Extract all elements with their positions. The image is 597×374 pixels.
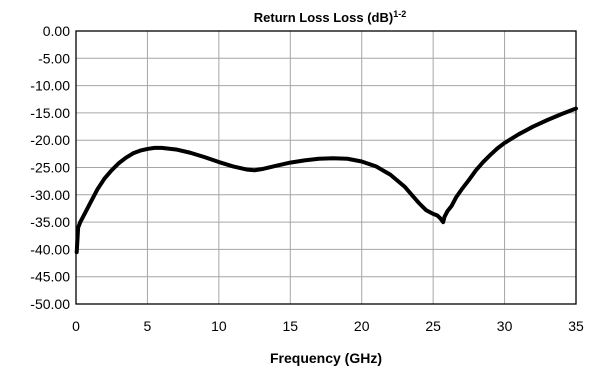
x-tick-label: 10	[211, 318, 227, 334]
grid-layer	[75, 30, 577, 305]
x-tick-label: 35	[568, 318, 584, 334]
x-tick-label: 0	[72, 318, 80, 334]
y-axis-ticks: 0.00 -5.00 -10.00 -15.00 -20.00 -25.00 -30.00 -…	[30, 23, 70, 312]
x-tick-label: 25	[425, 318, 441, 334]
y-tick-label: 0.00	[43, 23, 70, 39]
x-axis-ticks: 0 5 10 15 20 25 30 35	[72, 318, 584, 334]
series-layer	[74, 106, 578, 255]
y-tick-label: -5.00	[38, 50, 70, 66]
plot-area	[75, 30, 577, 305]
x-tick-label: 15	[282, 318, 298, 334]
y-tick-label: -20.00	[30, 132, 70, 148]
x-tick-label: 30	[497, 318, 513, 334]
x-tick-label: 20	[354, 318, 370, 334]
x-axis-title: Frequency (GHz)	[270, 350, 382, 366]
y-tick-label: -15.00	[30, 105, 70, 121]
y-tick-label: -25.00	[30, 160, 70, 176]
y-tick-label: -10.00	[30, 78, 70, 94]
y-tick-label: -30.00	[30, 187, 70, 203]
y-tick-label: -40.00	[30, 241, 70, 257]
x-tick-label: 5	[144, 318, 152, 334]
y-tick-label: -45.00	[30, 269, 70, 285]
chart-title-superscript: 1-2	[393, 9, 406, 19]
chart-title-text: Return Loss Loss (dB)	[254, 10, 393, 25]
series-line-1	[74, 106, 578, 255]
y-tick-label: -50.00	[30, 296, 70, 312]
y-tick-label: -35.00	[30, 214, 70, 230]
chart-title: Return Loss Loss (dB)1-2	[254, 9, 406, 25]
